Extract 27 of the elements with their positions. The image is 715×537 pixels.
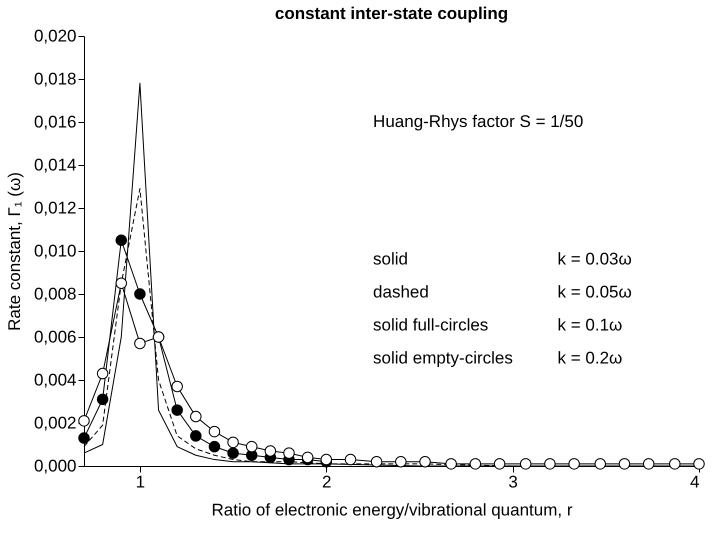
x-tick-label: 1 [136,472,146,492]
y-tick-label: 0,002 [34,414,76,432]
y-tick-label: 0,000 [34,456,76,476]
y-tick-label: 0,006 [34,328,76,346]
y-tick-label: 0,016 [34,112,76,132]
y-tick-label: 0,008 [34,284,76,304]
y-axis-title: Rate constant, Γ₁ (ω) [4,172,24,331]
y-tick-label: 0,010 [34,242,76,260]
annotation: k = 0.1ω [558,316,622,335]
x-axis-title: Ratio of electronic energy/vibrational quantum, r [212,500,573,520]
x-tick-label: 4 [690,472,700,492]
chart-title: constant inter-state coupling [274,4,508,23]
annotation: dashed [373,282,429,302]
y-tick-label: 0,014 [34,156,76,174]
x-tick-label: 3 [508,472,518,492]
y-tick-label: 0,004 [34,370,76,390]
annotation: k = 0.03ω [558,250,632,269]
annotation: Huang-Rhys factor S = 1/50 [373,112,584,131]
x-tick-label: 2 [322,472,332,492]
annotation: solid full-circles [373,316,488,335]
annotation: solid [373,250,408,269]
y-tick-label: 0,012 [34,198,76,218]
y-tick-label: 0,018 [34,70,76,88]
annotation: k = 0.05ω [558,282,632,302]
annotation: solid empty-circles [373,348,513,368]
y-tick-label: 0,020 [34,26,76,46]
annotation: k = 0.2ω [558,348,622,368]
